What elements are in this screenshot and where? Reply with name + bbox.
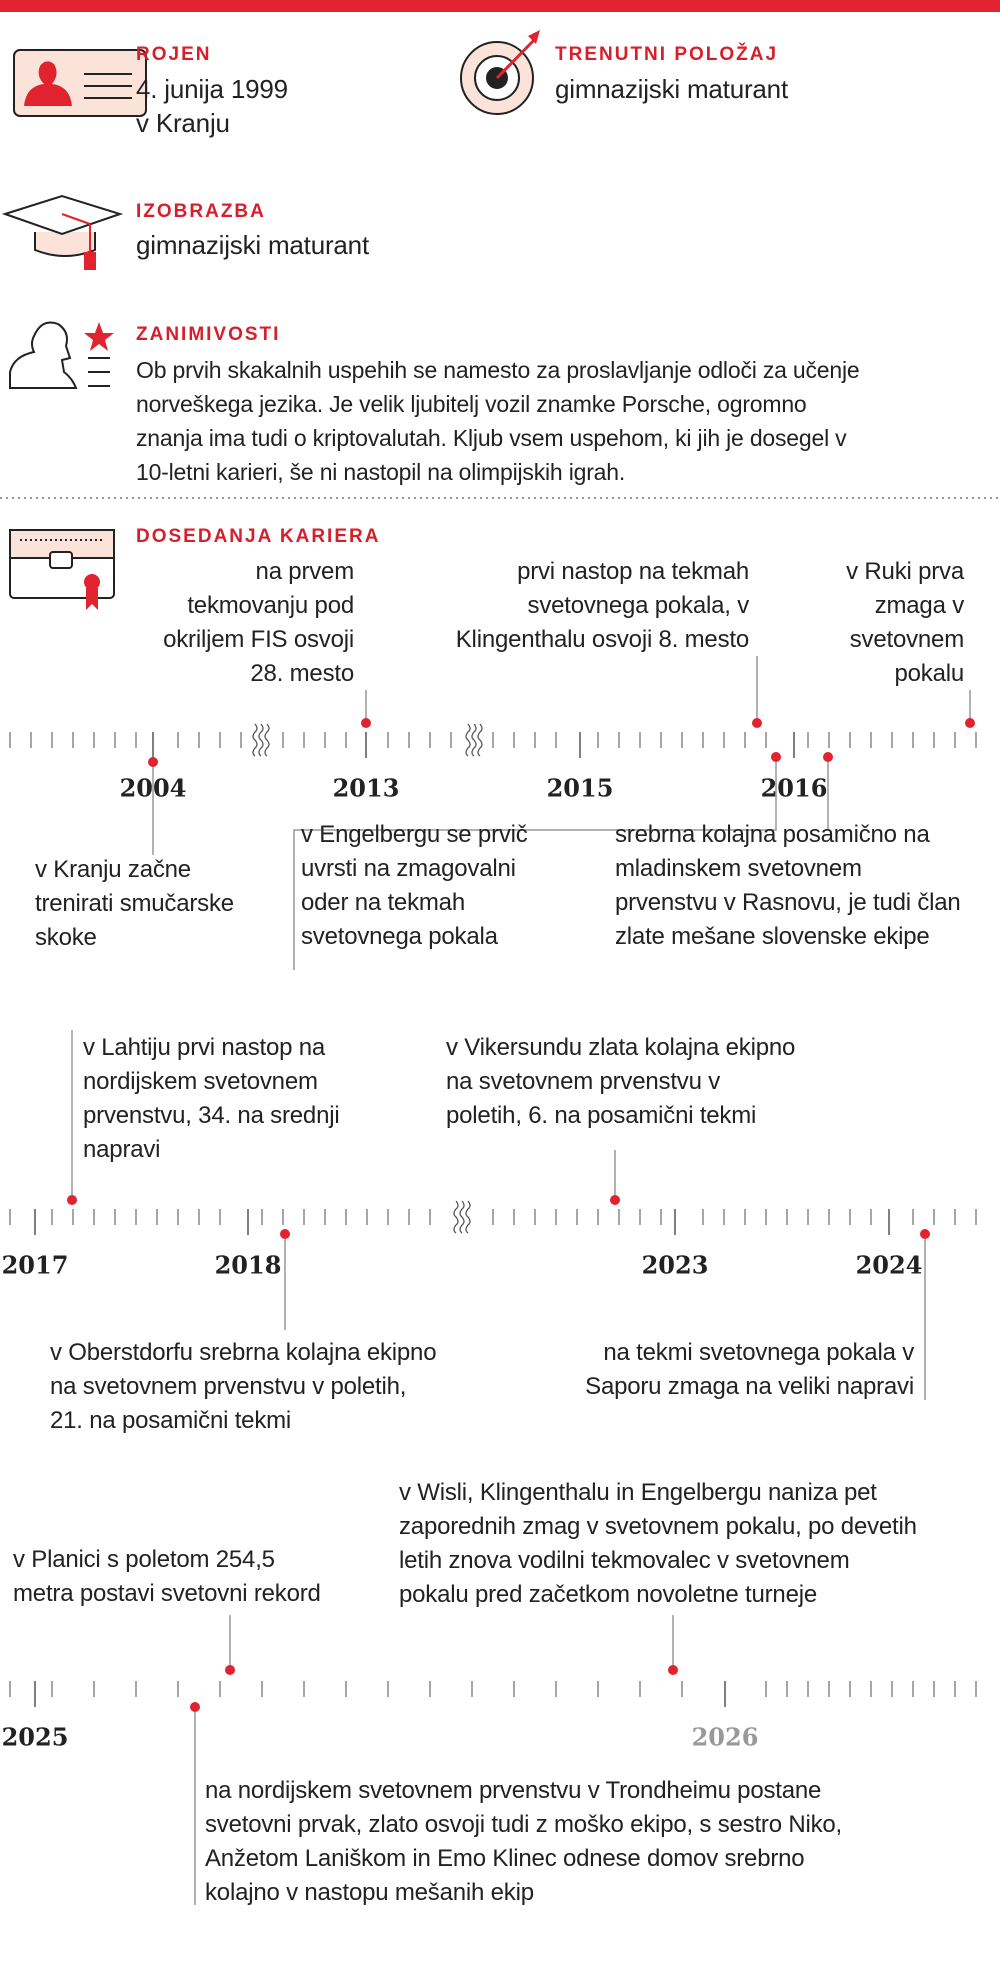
text-line: znanja ima tudi o kriptovalutah. Kljub v… [136,425,847,451]
year-label: 2025 [1,1722,69,1752]
text-line: uvrsti na zmagovalni [301,855,516,882]
text-line: gimnazijski maturant [136,230,369,260]
section-label: ROJEN [136,44,212,65]
person-icon [9,321,114,389]
text-line: svetovnem [849,626,964,653]
year-label: 2015 [546,773,614,803]
axis-break [465,1200,471,1234]
event-dot [225,1665,235,1675]
text-line: okriljem FIS osvoji [163,626,354,653]
target-icon [460,30,540,115]
text-line: kolajno v nastopu mešanih ekip [205,1879,534,1906]
text-line: skoke [35,924,97,951]
text-line: Anžetom Laniškom in Emo Klinec odnese do… [205,1845,805,1872]
text-line: prvenstvu v Rasnovu, je tudi član [615,889,961,916]
event-dot [148,757,158,767]
text-line: 28. mesto [250,660,354,687]
text-line: poletih, 6. na posamični tekmi [446,1102,757,1129]
text-line: svetovnega pokala, v [527,592,750,619]
text-line: 10-letni karieri, še ni nastopil na olim… [136,459,626,485]
text-line: norveškega jezika. Je velik ljubitelj vo… [136,391,807,417]
event-dot [920,1229,930,1239]
text-line: letih znova vodilni tekmovalec v svetovn… [399,1547,850,1574]
text-line: 21. na posamični tekmi [50,1407,292,1434]
text-line: v Kranju [136,108,230,138]
text-line: gimnazijski maturant [555,74,788,104]
text-line: pokalu pred začetkom novoletne turneje [399,1581,818,1608]
axis-break [453,1200,459,1234]
text-line: zaporednih zmag v svetovnem pokalu, po d… [399,1513,917,1540]
text-line: trenirati smučarske [35,890,234,917]
event-dot [823,752,833,762]
event-dot [280,1229,290,1239]
event-dot [752,718,762,728]
text-line: srebrna kolajna posamično na [615,821,930,848]
text-line: v Oberstdorfu srebrna kolajna ekipno [50,1339,437,1366]
event-dot [771,752,781,762]
event-dot [67,1195,77,1205]
top-bar [0,0,1000,12]
text-line: Ob prvih skakalnih uspehih se namesto za… [136,357,860,383]
text-line: prvi nastop na tekmah [517,558,749,585]
text-line: Klingenthalu osvoji 8. mesto [455,626,749,653]
year-label: 2013 [332,773,400,803]
event-dot [668,1665,678,1675]
graduation-cap-icon [1,194,124,270]
section-label: IZOBRAZBA [136,201,266,222]
year-label: 2017 [1,1250,69,1280]
axis-break [477,723,483,757]
axis-break [459,1200,465,1234]
text-line: v Planici s poletom 254,5 [13,1546,275,1573]
connector [293,757,777,970]
envelope-icon [9,529,115,610]
text-line: na svetovnem prvenstvu v poletih, [50,1373,407,1400]
text-line: nordijskem svetovnem [83,1068,318,1095]
year-label: 2016 [760,773,828,803]
year-label: 2018 [214,1250,282,1280]
event-dot [965,718,975,728]
text-line: v Vikersundu zlata kolajna ekipno [446,1034,796,1061]
section-label: DOSEDANJA KARIERA [136,526,381,547]
year-label: 2024 [855,1250,923,1280]
text-line: mladinskem svetovnem [615,855,862,882]
section-label: ZANIMIVOSTI [136,324,281,345]
text-line: tekmovanju pod [187,592,354,619]
text-line: na svetovnem prvenstvu v [446,1068,721,1095]
text-line: 4. junija 1999 [136,74,288,104]
text-line: Saporu zmaga na veliki napravi [585,1373,914,1400]
text-line: na nordijskem svetovnem prvenstvu v Tron… [205,1777,822,1804]
axis-break [258,723,264,757]
text-line: v Ruki prva [846,558,964,585]
axis-break [465,723,471,757]
text-line: svetovni prvak, zlato osvoji tudi z mošk… [205,1811,842,1838]
text-line: pokalu [894,660,964,687]
text-line: na tekmi svetovnega pokala v [603,1339,914,1366]
event-dot [610,1195,620,1205]
event-dot [361,718,371,728]
text-line: v Lahtiju prvi nastop na [83,1034,326,1061]
axis-break [252,723,258,757]
text-line: svetovnega pokala [301,923,498,950]
axis-break [264,723,270,757]
text-line: prvenstvu, 34. na srednji [83,1102,340,1129]
year-label: 2004 [119,773,187,803]
section-label: TRENUTNI POLOŽAJ [555,44,779,65]
text-line: metra postavi svetovni rekord [13,1580,321,1607]
event-dot [190,1702,200,1712]
text-line: zlate mešane slovenske ekipe [615,923,930,950]
text-line: oder na tekmah [301,889,465,916]
text-line: napravi [83,1136,161,1163]
text-line: na prvem [255,558,355,585]
text-line: v Engelbergu se prvič [301,821,528,848]
text-line: zmaga v [874,592,965,619]
id-card-icon [13,49,147,117]
text-line: v Kranju začne [35,856,191,883]
year-label: 2023 [641,1250,709,1280]
text-line: v Wisli, Klingenthalu in Engelbergu nani… [399,1479,877,1506]
year-label: 2026 [691,1722,759,1752]
axis-break [471,723,477,757]
